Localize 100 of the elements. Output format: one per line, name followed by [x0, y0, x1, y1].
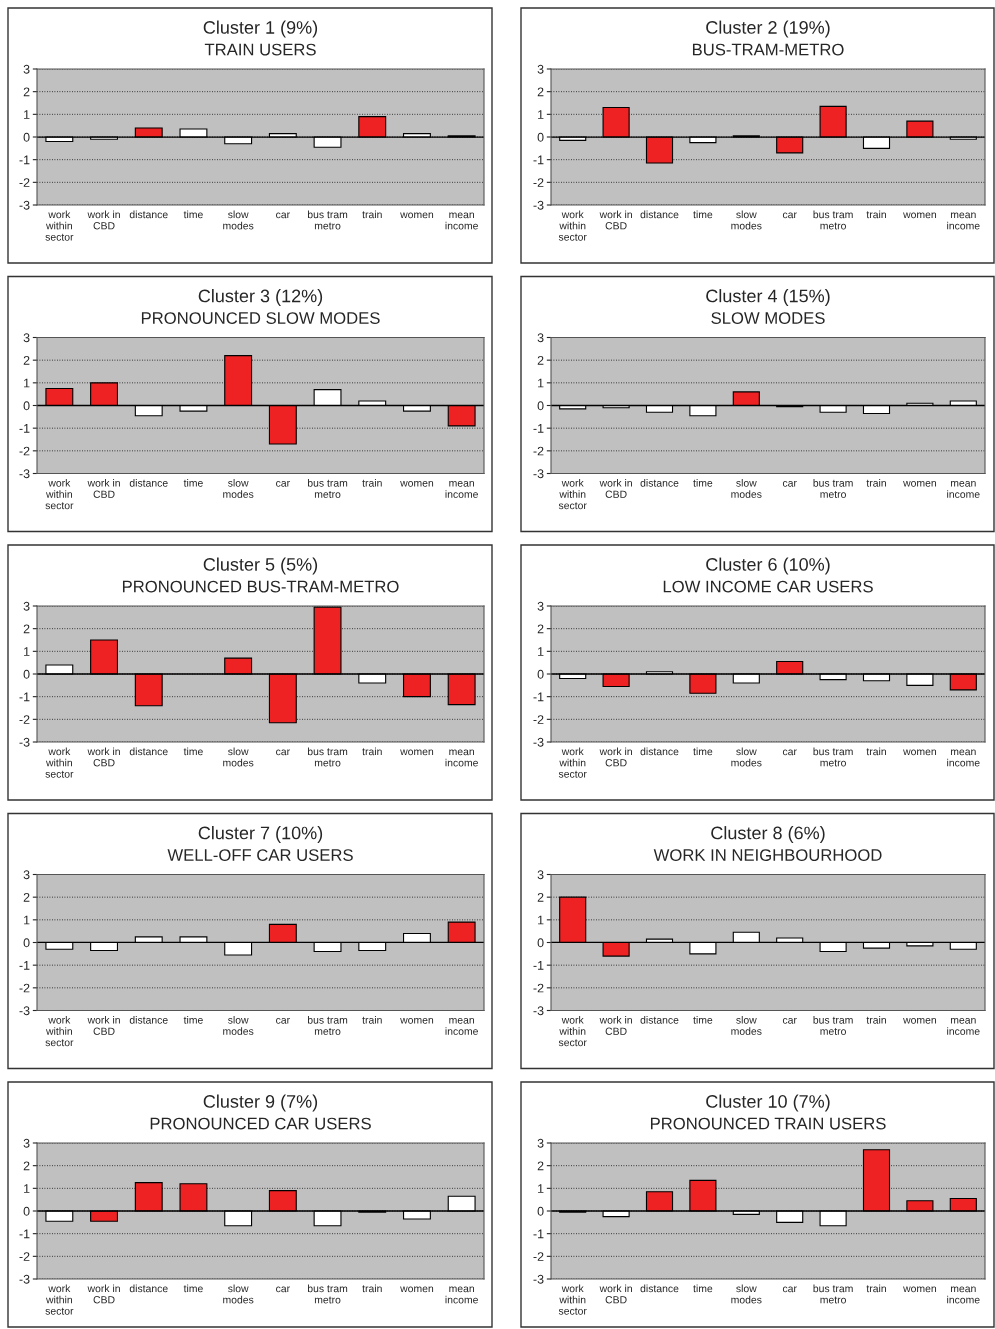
- chart-title: Cluster 10 (7%): [706, 1094, 830, 1112]
- y-tick-label: 0: [23, 938, 30, 948]
- y-tick-label: -1: [19, 424, 30, 433]
- y-tick-label: -2: [533, 178, 544, 187]
- y-tick-label: 3: [537, 870, 544, 880]
- x-tick-label: women: [400, 481, 434, 487]
- y-tick-label: -2: [533, 446, 544, 456]
- x-tick-label: women: [903, 1018, 937, 1024]
- y-tick-label: 2: [23, 355, 30, 365]
- y-tick-label: 1: [538, 647, 544, 656]
- y-tick-label: -1: [19, 155, 30, 165]
- y-tick-label: 3: [537, 1138, 544, 1148]
- y-tick-label: 0: [23, 401, 30, 411]
- y-tick-label: -2: [19, 1252, 30, 1261]
- x-tick-label: train: [866, 1016, 886, 1024]
- x-tick-label: mean income: [947, 212, 980, 230]
- y-tick-label: -1: [19, 692, 30, 702]
- x-tick-label: mean income: [947, 1018, 980, 1035]
- x-tick-label: train: [362, 210, 382, 219]
- y-tick-label: 1: [24, 647, 30, 656]
- y-tick-label: -3: [19, 737, 30, 747]
- y-tick-label: -3: [533, 1006, 544, 1016]
- x-tick-label: car: [276, 1018, 290, 1024]
- y-tick-label: -3: [533, 469, 544, 479]
- x-tick-label: women: [903, 1286, 937, 1293]
- y-tick-label: 1: [24, 915, 30, 925]
- x-tick-label: slow modes: [731, 210, 762, 230]
- chart-title: Cluster 7 (10%): [198, 826, 323, 843]
- x-tick-label: slow modes: [223, 1016, 254, 1035]
- y-tick-label: -1: [533, 424, 544, 433]
- chart-subtitle: PRONOUNCED CAR USERS: [150, 1117, 371, 1130]
- x-tick-label: time: [183, 210, 203, 219]
- chart-subtitle: BUS-TRAM-METRO: [692, 43, 844, 56]
- x-tick-label: slow modes: [223, 210, 254, 230]
- x-tick-label: mean income: [947, 749, 980, 767]
- y-tick-label: -3: [533, 1274, 544, 1284]
- x-tick-label: women: [400, 749, 434, 756]
- x-tick-label: bus tram metro: [813, 1284, 853, 1304]
- x-tick-label: distance: [640, 747, 679, 756]
- x-tick-label: time: [693, 479, 713, 487]
- y-tick-label: 2: [537, 624, 544, 634]
- x-tick-label: time: [183, 479, 203, 487]
- y-tick-label: 0: [537, 401, 544, 411]
- y-tick-label: -2: [19, 446, 30, 456]
- x-tick-label: car: [276, 212, 290, 219]
- chart-title: Cluster 8 (6%): [711, 826, 825, 843]
- x-tick-label: train: [362, 1284, 382, 1293]
- x-tick-label: distance: [129, 1016, 168, 1024]
- chart-title: Cluster 5 (5%): [203, 557, 318, 575]
- y-tick-label: 0: [537, 669, 544, 679]
- y-tick-label: 2: [23, 87, 30, 97]
- y-tick-label: 1: [24, 378, 30, 388]
- y-tick-label: 0: [23, 669, 30, 679]
- chart-subtitle: WORK IN NEIGHBOURHOOD: [653, 849, 882, 861]
- y-tick-label: -3: [19, 200, 30, 210]
- y-tick-label: 1: [538, 1184, 544, 1193]
- x-tick-label: train: [866, 1284, 886, 1293]
- y-tick-label: 2: [537, 355, 544, 365]
- y-tick-label: -3: [533, 737, 544, 747]
- chart-title: Cluster 6 (10%): [706, 557, 830, 575]
- y-tick-label: -1: [19, 961, 30, 970]
- y-tick-label: 0: [23, 1206, 30, 1216]
- x-tick-label: work within sector: [558, 479, 587, 510]
- y-tick-label: -2: [19, 715, 30, 724]
- x-tick-label: car: [782, 1286, 797, 1293]
- y-tick-label: 1: [538, 915, 544, 925]
- x-tick-label: work within sector: [558, 210, 587, 241]
- x-tick-label: bus tram metro: [307, 747, 348, 767]
- y-tick-label: -3: [533, 200, 544, 210]
- x-tick-label: bus tram metro: [813, 210, 853, 230]
- chart-subtitle: TRAIN USERS: [204, 43, 316, 56]
- y-tick-label: 0: [23, 132, 30, 142]
- x-tick-label: distance: [640, 210, 679, 219]
- y-tick-label: -1: [533, 692, 544, 702]
- x-tick-label: work in CBD: [87, 747, 120, 767]
- chart-subtitle: WELL-OFF CAR USERS: [167, 849, 353, 861]
- chart-subtitle: LOW INCOME CAR USERS: [663, 580, 873, 593]
- x-tick-label: slow modes: [223, 747, 254, 767]
- chart-title: Cluster 3 (12%): [198, 289, 323, 306]
- y-tick-label: 2: [23, 892, 30, 902]
- chart-subtitle: PRONOUNCED BUS-TRAM-METRO: [122, 580, 399, 593]
- x-tick-label: train: [866, 210, 886, 219]
- y-tick-label: 3: [23, 601, 30, 611]
- x-tick-label: mean income: [445, 749, 478, 767]
- y-tick-label: 2: [23, 1161, 30, 1171]
- chart-title: Cluster 4 (15%): [706, 289, 830, 306]
- x-tick-label: distance: [129, 747, 168, 756]
- x-tick-label: bus tram metro: [813, 1016, 853, 1035]
- y-tick-label: -2: [533, 983, 544, 993]
- y-tick-label: -3: [19, 1006, 30, 1016]
- x-tick-label: distance: [640, 479, 679, 487]
- chart-subtitle: PRONOUNCED TRAIN USERS: [650, 1117, 886, 1130]
- x-tick-label: work within sector: [45, 479, 74, 510]
- x-tick-label: women: [400, 212, 434, 219]
- y-tick-label: 0: [537, 938, 544, 948]
- x-tick-label: work in CBD: [87, 210, 120, 230]
- y-tick-label: -2: [533, 1252, 544, 1261]
- x-tick-label: work within sector: [45, 210, 74, 241]
- x-tick-label: time: [693, 1016, 713, 1024]
- x-tick-label: work within sector: [558, 747, 587, 778]
